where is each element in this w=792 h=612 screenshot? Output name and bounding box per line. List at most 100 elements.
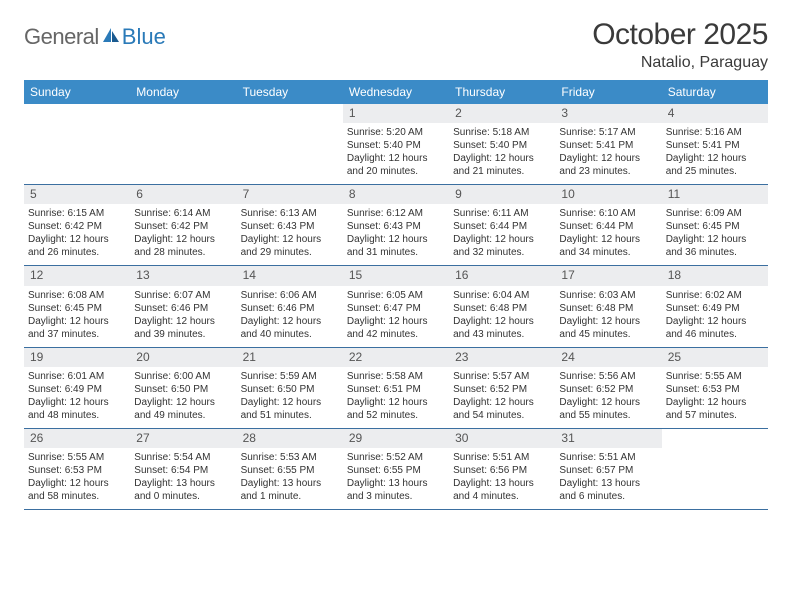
sunrise-line: Sunrise: 5:54 AM (134, 451, 232, 464)
sunset-line: Sunset: 6:46 PM (241, 302, 339, 315)
day-cell: 29Sunrise: 5:52 AMSunset: 6:55 PMDayligh… (343, 429, 449, 509)
sunset-line: Sunset: 6:42 PM (134, 220, 232, 233)
day-cell: 7Sunrise: 6:13 AMSunset: 6:43 PMDaylight… (237, 185, 343, 265)
day-detail: Sunrise: 6:03 AMSunset: 6:48 PMDaylight:… (555, 286, 661, 347)
weekday-monday: Monday (130, 80, 236, 104)
day-cell: 30Sunrise: 5:51 AMSunset: 6:56 PMDayligh… (449, 429, 555, 509)
day-number: 17 (555, 266, 661, 285)
daylight-line: Daylight: 13 hours and 4 minutes. (453, 477, 551, 503)
sunset-line: Sunset: 6:48 PM (453, 302, 551, 315)
day-detail: Sunrise: 5:53 AMSunset: 6:55 PMDaylight:… (237, 448, 343, 509)
daylight-line: Daylight: 12 hours and 36 minutes. (666, 233, 764, 259)
daylight-line: Daylight: 12 hours and 20 minutes. (347, 152, 445, 178)
sunset-line: Sunset: 6:52 PM (453, 383, 551, 396)
day-cell: 13Sunrise: 6:07 AMSunset: 6:46 PMDayligh… (130, 266, 236, 346)
day-cell: 10Sunrise: 6:10 AMSunset: 6:44 PMDayligh… (555, 185, 661, 265)
daylight-line: Daylight: 12 hours and 39 minutes. (134, 315, 232, 341)
day-detail: Sunrise: 5:52 AMSunset: 6:55 PMDaylight:… (343, 448, 449, 509)
day-number: 5 (24, 185, 130, 204)
sunset-line: Sunset: 6:53 PM (666, 383, 764, 396)
sunrise-line: Sunrise: 6:04 AM (453, 289, 551, 302)
day-cell: 24Sunrise: 5:56 AMSunset: 6:52 PMDayligh… (555, 348, 661, 428)
sunset-line: Sunset: 6:47 PM (347, 302, 445, 315)
sunrise-line: Sunrise: 5:53 AM (241, 451, 339, 464)
logo: General Blue (24, 18, 166, 50)
day-number: 21 (237, 348, 343, 367)
day-cell: 28Sunrise: 5:53 AMSunset: 6:55 PMDayligh… (237, 429, 343, 509)
weekday-tuesday: Tuesday (237, 80, 343, 104)
day-detail: Sunrise: 5:51 AMSunset: 6:57 PMDaylight:… (555, 448, 661, 509)
sunrise-line: Sunrise: 6:07 AM (134, 289, 232, 302)
day-detail: Sunrise: 6:08 AMSunset: 6:45 PMDaylight:… (24, 286, 130, 347)
week-row: 1Sunrise: 5:20 AMSunset: 5:40 PMDaylight… (24, 104, 768, 185)
day-detail: Sunrise: 6:11 AMSunset: 6:44 PMDaylight:… (449, 204, 555, 265)
sunrise-line: Sunrise: 5:55 AM (28, 451, 126, 464)
sunset-line: Sunset: 6:45 PM (28, 302, 126, 315)
sunrise-line: Sunrise: 5:18 AM (453, 126, 551, 139)
sunrise-line: Sunrise: 6:06 AM (241, 289, 339, 302)
sunset-line: Sunset: 5:40 PM (347, 139, 445, 152)
day-cell: 6Sunrise: 6:14 AMSunset: 6:42 PMDaylight… (130, 185, 236, 265)
day-detail: Sunrise: 6:06 AMSunset: 6:46 PMDaylight:… (237, 286, 343, 347)
daylight-line: Daylight: 13 hours and 1 minute. (241, 477, 339, 503)
sunrise-line: Sunrise: 6:09 AM (666, 207, 764, 220)
sunset-line: Sunset: 6:44 PM (559, 220, 657, 233)
day-cell: 27Sunrise: 5:54 AMSunset: 6:54 PMDayligh… (130, 429, 236, 509)
day-cell: 12Sunrise: 6:08 AMSunset: 6:45 PMDayligh… (24, 266, 130, 346)
logo-text-2: Blue (122, 24, 166, 50)
day-number (662, 429, 768, 448)
sunset-line: Sunset: 6:56 PM (453, 464, 551, 477)
sunrise-line: Sunrise: 6:15 AM (28, 207, 126, 220)
day-detail: Sunrise: 6:07 AMSunset: 6:46 PMDaylight:… (130, 286, 236, 347)
day-detail: Sunrise: 5:16 AMSunset: 5:41 PMDaylight:… (662, 123, 768, 184)
sunrise-line: Sunrise: 6:10 AM (559, 207, 657, 220)
logo-sail-icon (101, 24, 121, 50)
sunrise-line: Sunrise: 6:12 AM (347, 207, 445, 220)
day-number: 10 (555, 185, 661, 204)
sunrise-line: Sunrise: 6:00 AM (134, 370, 232, 383)
sunset-line: Sunset: 6:45 PM (666, 220, 764, 233)
sunset-line: Sunset: 5:40 PM (453, 139, 551, 152)
day-detail: Sunrise: 5:59 AMSunset: 6:50 PMDaylight:… (237, 367, 343, 428)
daylight-line: Daylight: 12 hours and 54 minutes. (453, 396, 551, 422)
sunset-line: Sunset: 6:44 PM (453, 220, 551, 233)
day-number: 31 (555, 429, 661, 448)
daylight-line: Daylight: 12 hours and 31 minutes. (347, 233, 445, 259)
day-cell: 18Sunrise: 6:02 AMSunset: 6:49 PMDayligh… (662, 266, 768, 346)
header: General Blue October 2025 Natalio, Parag… (24, 18, 768, 72)
day-cell: 9Sunrise: 6:11 AMSunset: 6:44 PMDaylight… (449, 185, 555, 265)
sunrise-line: Sunrise: 5:55 AM (666, 370, 764, 383)
sunrise-line: Sunrise: 5:20 AM (347, 126, 445, 139)
day-detail (24, 123, 130, 145)
day-cell: 15Sunrise: 6:05 AMSunset: 6:47 PMDayligh… (343, 266, 449, 346)
daylight-line: Daylight: 12 hours and 55 minutes. (559, 396, 657, 422)
day-number: 15 (343, 266, 449, 285)
calendar: SundayMondayTuesdayWednesdayThursdayFrid… (24, 80, 768, 510)
day-cell: 20Sunrise: 6:00 AMSunset: 6:50 PMDayligh… (130, 348, 236, 428)
daylight-line: Daylight: 12 hours and 42 minutes. (347, 315, 445, 341)
sunset-line: Sunset: 6:55 PM (347, 464, 445, 477)
sunrise-line: Sunrise: 6:02 AM (666, 289, 764, 302)
week-row: 12Sunrise: 6:08 AMSunset: 6:45 PMDayligh… (24, 266, 768, 347)
daylight-line: Daylight: 12 hours and 28 minutes. (134, 233, 232, 259)
sunrise-line: Sunrise: 5:59 AM (241, 370, 339, 383)
day-number: 2 (449, 104, 555, 123)
daylight-line: Daylight: 12 hours and 25 minutes. (666, 152, 764, 178)
daylight-line: Daylight: 12 hours and 23 minutes. (559, 152, 657, 178)
day-number: 29 (343, 429, 449, 448)
weekday-wednesday: Wednesday (343, 80, 449, 104)
daylight-line: Daylight: 12 hours and 46 minutes. (666, 315, 764, 341)
day-number: 9 (449, 185, 555, 204)
daylight-line: Daylight: 12 hours and 32 minutes. (453, 233, 551, 259)
day-cell: 4Sunrise: 5:16 AMSunset: 5:41 PMDaylight… (662, 104, 768, 184)
daylight-line: Daylight: 12 hours and 57 minutes. (666, 396, 764, 422)
daylight-line: Daylight: 12 hours and 43 minutes. (453, 315, 551, 341)
weekday-friday: Friday (555, 80, 661, 104)
day-detail: Sunrise: 5:18 AMSunset: 5:40 PMDaylight:… (449, 123, 555, 184)
day-cell: 16Sunrise: 6:04 AMSunset: 6:48 PMDayligh… (449, 266, 555, 346)
sunrise-line: Sunrise: 6:03 AM (559, 289, 657, 302)
daylight-line: Daylight: 12 hours and 26 minutes. (28, 233, 126, 259)
daylight-line: Daylight: 12 hours and 40 minutes. (241, 315, 339, 341)
weekday-header: SundayMondayTuesdayWednesdayThursdayFrid… (24, 80, 768, 104)
day-number: 23 (449, 348, 555, 367)
